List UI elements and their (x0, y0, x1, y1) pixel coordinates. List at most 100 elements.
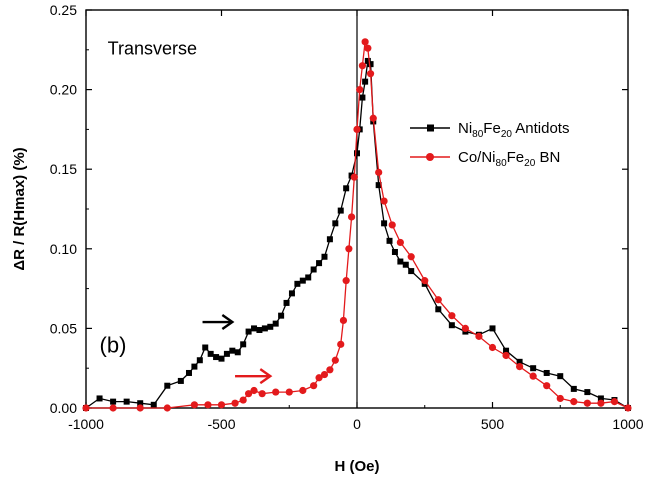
legend-marker-1 (427, 124, 434, 132)
data-point (530, 365, 537, 372)
data-point (503, 347, 510, 354)
data-point (202, 344, 209, 351)
data-point (261, 325, 268, 332)
legend-subscript: 80 (472, 129, 484, 140)
data-point (516, 358, 523, 365)
legend-subscript: 20 (524, 158, 536, 169)
data-point (218, 355, 225, 362)
data-point (150, 401, 157, 408)
data-point (339, 316, 348, 325)
data-point (369, 114, 377, 122)
y-tick-label: 0.20 (50, 82, 77, 98)
data-point (375, 168, 383, 176)
data-point (285, 388, 293, 396)
data-point (310, 382, 318, 390)
y-axis-title: ΔR / R(Hmax) (%) (11, 147, 28, 270)
data-point (364, 44, 372, 52)
data-point (229, 347, 236, 354)
data-point (529, 372, 537, 380)
data-point (82, 404, 90, 412)
red-arrow-head (259, 368, 273, 385)
data-point (239, 396, 247, 404)
data-point (386, 237, 393, 244)
data-point (584, 389, 591, 396)
legend-text-part: Ni (458, 120, 472, 137)
data-point (234, 349, 241, 356)
data-point (388, 221, 396, 229)
data-point (315, 374, 323, 382)
x-tick-label: -500 (207, 416, 235, 432)
data-point (217, 401, 226, 409)
data-point (213, 354, 220, 361)
data-point (366, 70, 375, 78)
data-point (364, 57, 371, 64)
y-tick-label: 0.15 (50, 161, 77, 177)
data-point (345, 245, 353, 253)
data-point (299, 386, 307, 395)
data-point (402, 261, 409, 268)
data-point (354, 150, 360, 157)
data-point (332, 220, 339, 227)
data-point (337, 340, 345, 348)
legend-text-part: Fe (507, 149, 525, 166)
data-point (185, 369, 192, 376)
data-point (475, 332, 483, 340)
panel-label: (b) (100, 332, 127, 357)
data-point (250, 386, 258, 395)
legend-text-part: Antidots (512, 120, 570, 137)
data-point (361, 38, 369, 46)
data-point (597, 395, 604, 402)
data-point (350, 173, 358, 181)
data-point (597, 399, 605, 407)
data-point (305, 274, 312, 281)
data-point (137, 400, 144, 407)
black-arrow-head (221, 314, 235, 331)
data-point (502, 351, 510, 360)
data-point (448, 322, 455, 329)
data-point (231, 399, 239, 407)
legend-marker-2 (426, 153, 434, 161)
data-point (207, 350, 214, 357)
legend-label-1: Ni80Fe20 Antidots (458, 120, 569, 140)
data-point (110, 398, 117, 405)
data-point (164, 382, 171, 389)
data-point (391, 248, 398, 255)
data-point (367, 61, 374, 68)
data-point (556, 394, 564, 403)
data-point (256, 326, 263, 333)
legend-text-part: BN (535, 149, 560, 166)
data-point (251, 325, 258, 332)
data-point (359, 94, 366, 101)
data-point (245, 328, 252, 335)
data-point (163, 404, 171, 412)
data-point (320, 370, 329, 379)
data-point (624, 404, 632, 412)
data-point (570, 398, 578, 406)
data-point (380, 197, 388, 205)
legend-subscript: 20 (501, 129, 513, 140)
data-point (421, 277, 429, 285)
data-point (310, 266, 317, 273)
y-tick-label: 0.10 (50, 241, 77, 257)
data-point (109, 404, 117, 412)
data-point (610, 398, 619, 406)
data-point (326, 366, 334, 374)
data-point (516, 363, 524, 371)
data-point (204, 401, 212, 409)
data-point (461, 324, 469, 332)
legend-subscript: 80 (496, 158, 508, 169)
data-point (196, 357, 203, 364)
data-point (190, 401, 198, 409)
data-point (245, 390, 253, 398)
x-tick-label: 1000 (612, 416, 643, 432)
data-point (347, 213, 356, 221)
data-point (489, 325, 496, 332)
x-tick-label: -1000 (68, 416, 104, 432)
data-point (123, 398, 130, 405)
data-point (356, 86, 364, 94)
data-point (321, 253, 328, 260)
data-point (358, 62, 367, 70)
data-point (272, 388, 280, 396)
